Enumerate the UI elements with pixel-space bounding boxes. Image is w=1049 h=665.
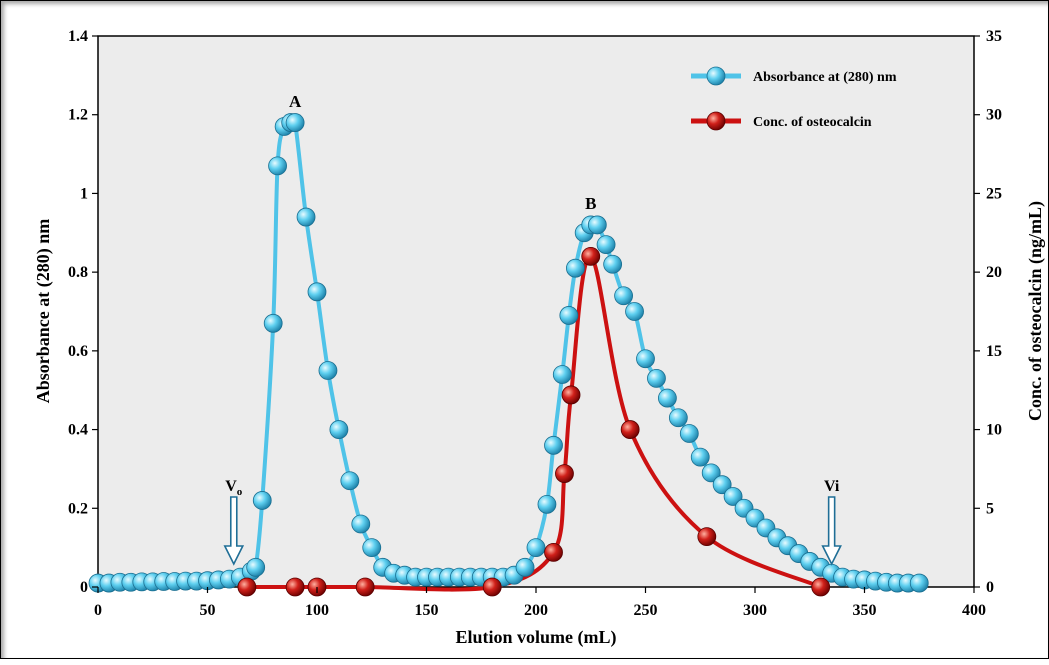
- data-point-absorbance: [285, 113, 305, 132]
- data-point-absorbance: [679, 424, 699, 443]
- data-point-osteocalcin: [544, 542, 563, 562]
- data-point-osteocalcin: [237, 577, 257, 597]
- data-point-absorbance: [526, 538, 546, 558]
- data-point-osteocalcin: [620, 420, 640, 439]
- marker-label: Vi: [824, 478, 840, 495]
- peak-label-a: A: [289, 92, 302, 111]
- peak-label-b: B: [585, 194, 596, 213]
- data-point-absorbance: [351, 514, 371, 534]
- y-left-tick-label: 0.4: [68, 422, 88, 439]
- y-left-tick-label: 0.6: [68, 343, 88, 360]
- data-point-osteocalcin: [561, 385, 581, 405]
- data-point-absorbance: [307, 282, 327, 302]
- y-right-tick-label: 20: [986, 264, 1002, 281]
- x-tick-label: 350: [853, 602, 877, 619]
- data-point-absorbance: [596, 235, 616, 254]
- y-left-tick-label: 0: [80, 579, 88, 596]
- x-tick-label: 250: [634, 602, 658, 619]
- legend-label-absorbance: Absorbance at (280) nm: [753, 70, 897, 85]
- y-axis-left-title: Absorbance at (280) nm: [33, 219, 54, 404]
- data-point-absorbance: [544, 435, 563, 455]
- data-point-osteocalcin: [482, 577, 502, 597]
- data-point-absorbance: [658, 388, 677, 408]
- y-left-tick-label: 1.2: [68, 107, 88, 124]
- data-point-absorbance: [329, 420, 349, 439]
- y-right-tick-label: 35: [986, 28, 1002, 45]
- data-point-absorbance: [362, 538, 382, 558]
- data-point-absorbance: [515, 557, 535, 577]
- data-point-absorbance: [603, 254, 623, 274]
- data-point-absorbance: [263, 313, 283, 333]
- down-arrow-icon: [223, 496, 245, 566]
- data-point-absorbance: [537, 494, 557, 514]
- data-point-absorbance: [552, 365, 572, 384]
- data-point-osteocalcin: [355, 577, 375, 597]
- x-tick-label: 50: [200, 602, 216, 619]
- down-arrow-icon: [821, 496, 842, 566]
- legend: Absorbance at (280) nm Conc. of osteocal…: [691, 66, 897, 131]
- data-point-osteocalcin: [697, 527, 717, 547]
- y-left-tick-label: 0.8: [68, 264, 88, 281]
- y-right-tick-label: 10: [986, 422, 1002, 439]
- data-point-osteocalcin: [555, 464, 574, 484]
- x-tick-label: 400: [962, 602, 986, 619]
- marker-vi: Vi: [821, 478, 842, 566]
- data-point-osteocalcin: [581, 246, 601, 266]
- data-point-absorbance: [701, 463, 721, 483]
- data-point-absorbance: [296, 207, 316, 227]
- x-axis-title: Elution volume (mL): [455, 627, 616, 648]
- legend-label-osteocalcin: Conc. of osteocalcin: [753, 115, 872, 130]
- data-point-absorbance: [909, 573, 929, 593]
- y-left-tick-label: 1.4: [68, 28, 88, 45]
- legend-entry-absorbance: Absorbance at (280) nm: [691, 66, 897, 86]
- data-point-absorbance: [268, 156, 287, 176]
- y-right-tick-label: 15: [986, 343, 1002, 360]
- y-axis-right-title: Conc. of osteocalcin (ng/mL): [1025, 201, 1046, 421]
- x-tick-label: 100: [305, 602, 329, 619]
- x-tick-label: 200: [524, 602, 548, 619]
- data-point-absorbance: [723, 487, 743, 506]
- plot-area: [97, 35, 975, 588]
- data-point-absorbance: [690, 447, 710, 467]
- x-tick-label: 150: [415, 602, 439, 619]
- data-point-absorbance: [252, 491, 272, 510]
- data-point-absorbance: [246, 557, 266, 577]
- data-point-osteocalcin: [811, 577, 831, 597]
- y-left-tick-label: 0.2: [68, 500, 88, 517]
- data-point-absorbance: [318, 361, 338, 380]
- data-point-osteocalcin: [285, 577, 305, 597]
- legend-entry-osteocalcin: Conc. of osteocalcin: [691, 111, 872, 131]
- volume-markers: Vo Vi: [223, 478, 842, 566]
- data-point-absorbance: [625, 302, 644, 321]
- y-right-tick-label: 25: [986, 185, 1002, 202]
- axes: 0 50 100 150 200 250 300 350 40000.20.40.60.811.…: [68, 28, 1002, 619]
- data-point-absorbance: [559, 306, 579, 325]
- y-left-tick-label: 1: [80, 185, 88, 202]
- data-point-absorbance: [587, 215, 607, 235]
- data-point-absorbance: [712, 475, 732, 495]
- data-point-absorbance: [636, 349, 655, 369]
- y-right-tick-label: 0: [986, 579, 994, 596]
- data-point-absorbance: [647, 369, 666, 388]
- y-right-tick-label: 5: [986, 500, 994, 517]
- data-point-absorbance: [340, 471, 360, 491]
- data-point-absorbance: [668, 408, 688, 428]
- series-points: [88, 113, 929, 597]
- x-tick-label: 0: [94, 602, 102, 619]
- y-right-tick-label: 30: [986, 107, 1002, 124]
- data-point-absorbance: [614, 286, 633, 306]
- data-point-absorbance: [566, 258, 585, 278]
- x-tick-label: 300: [743, 602, 767, 619]
